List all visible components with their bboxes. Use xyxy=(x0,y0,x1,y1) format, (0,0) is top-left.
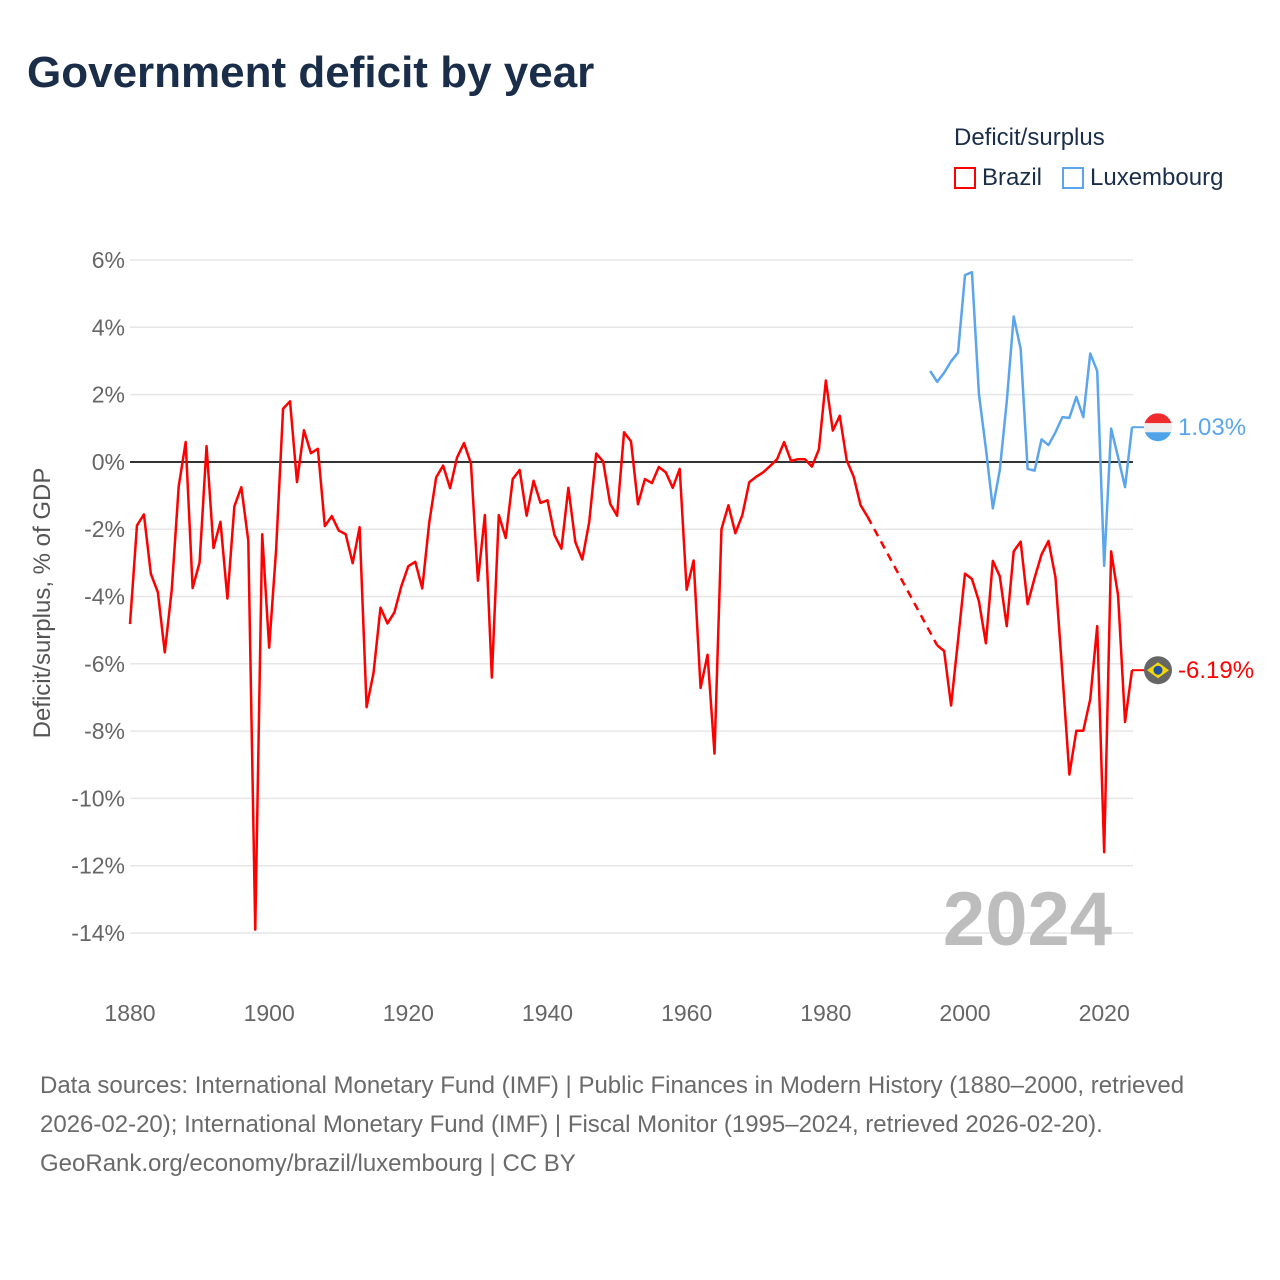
y-tick-label: -10% xyxy=(71,785,125,811)
legend-title: Deficit/surplus xyxy=(954,124,1105,151)
series-gap-brazil xyxy=(866,516,939,646)
legend: Deficit/surplus Brazil Luxembourg xyxy=(954,124,1223,192)
year-annotation: 2024 xyxy=(943,877,1112,962)
luxembourg-flag-icon xyxy=(1144,413,1172,442)
end-label-brazil: -6.19% xyxy=(1178,657,1254,684)
x-tick-label: 1880 xyxy=(104,1000,155,1026)
brazil-flag-icon xyxy=(1144,656,1172,685)
series-line-luxembourg xyxy=(929,270,1134,568)
footer: Data sources: International Monetary Fun… xyxy=(40,1066,1240,1183)
legend-item-brazil[interactable]: Brazil xyxy=(954,164,1042,192)
gridlines xyxy=(130,259,1133,934)
legend-label-luxembourg: Luxembourg xyxy=(1090,164,1224,191)
y-tick-label: -12% xyxy=(71,853,125,879)
x-tick-label: 2000 xyxy=(939,1000,990,1026)
y-tick-label: 0% xyxy=(92,449,125,475)
series-line-brazil xyxy=(936,539,1134,854)
chart-title: Government deficit by year xyxy=(27,48,595,97)
x-tick-label: 1980 xyxy=(800,1000,851,1026)
y-tick-label: 4% xyxy=(92,314,125,340)
series-lines xyxy=(128,270,1134,931)
y-axis-label: Deficit/surplus, % of GDP xyxy=(29,468,56,739)
y-tick-label: 2% xyxy=(92,382,125,408)
attribution: GeoRank.org/economy/brazil/luxembourg | … xyxy=(40,1150,576,1177)
legend-swatch-luxembourg xyxy=(1062,167,1085,189)
legend-label-brazil: Brazil xyxy=(982,164,1043,191)
x-tick-label: 2020 xyxy=(1079,1000,1130,1026)
y-axis-ticks: 6% 4% 2% 0% -2% -4% -6% -8% -10% -12% -14% xyxy=(71,247,125,946)
end-labels: -6.19% 1.03% xyxy=(1132,413,1254,685)
data-sources: Data sources: International Monetary Fun… xyxy=(40,1072,1185,1138)
x-tick-label: 1940 xyxy=(522,1000,573,1026)
x-tick-label: 1960 xyxy=(661,1000,712,1026)
y-tick-label: -14% xyxy=(71,920,125,946)
legend-swatch-brazil xyxy=(954,167,976,189)
end-label-luxembourg: 1.03% xyxy=(1178,414,1246,441)
y-tick-label: -6% xyxy=(84,651,125,677)
y-tick-label: -4% xyxy=(84,584,125,610)
legend-item-luxembourg[interactable]: Luxembourg xyxy=(1062,164,1223,192)
x-tick-label: 1900 xyxy=(244,1000,295,1026)
x-axis-ticks: 1880 1900 1920 1940 1960 1980 2000 2020 xyxy=(104,1000,1129,1026)
series-line-brazil xyxy=(128,379,869,931)
y-tick-label: -8% xyxy=(84,718,125,744)
y-tick-label: 6% xyxy=(92,247,125,273)
x-tick-label: 1920 xyxy=(383,1000,434,1026)
y-tick-label: -2% xyxy=(84,516,125,542)
